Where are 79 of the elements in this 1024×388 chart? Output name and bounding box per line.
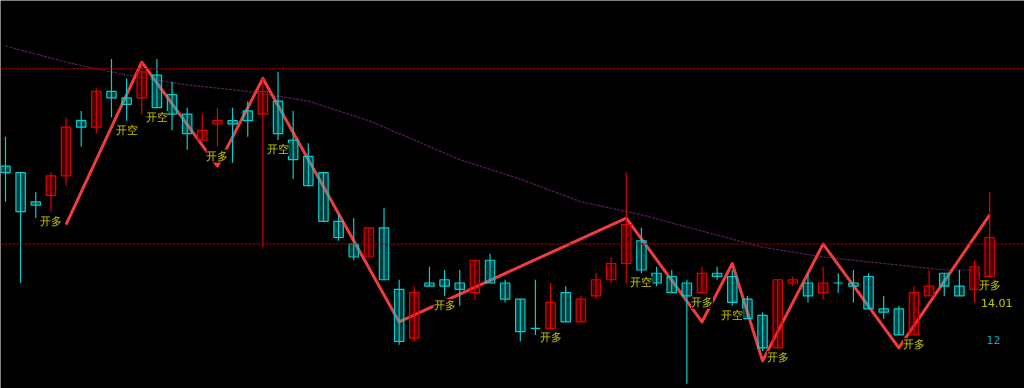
candlestick — [923, 269, 935, 297]
candlestick — [424, 266, 435, 287]
candlestick — [0, 136, 11, 203]
candlestick — [772, 279, 783, 349]
candlestick — [272, 71, 284, 141]
candlestick — [91, 87, 102, 135]
candlestick — [938, 272, 950, 297]
text: 开多 — [690, 295, 713, 309]
text: 开多 — [539, 331, 562, 345]
candlestick — [969, 259, 980, 304]
text: 开空 — [630, 276, 653, 290]
candlestick — [666, 269, 677, 294]
candlestick — [333, 214, 344, 242]
candlestick — [318, 171, 329, 222]
candlestick — [75, 110, 87, 148]
candlestick — [590, 272, 602, 300]
candlestick — [469, 259, 481, 300]
candlestick — [832, 272, 844, 294]
text: 开空 — [115, 123, 138, 137]
candlestick — [393, 279, 405, 346]
candlestick — [136, 61, 148, 115]
candlestick — [348, 217, 360, 261]
candlestick — [363, 227, 375, 258]
text: 开空 — [721, 308, 744, 322]
candlestick — [45, 171, 57, 213]
text: 开空 — [145, 110, 168, 124]
text: 开多 — [766, 350, 789, 364]
text: 开空 — [267, 143, 290, 157]
candlestick — [60, 116, 72, 187]
candlestick — [15, 171, 26, 284]
candlestick — [863, 272, 874, 310]
candlestick — [257, 77, 269, 248]
candlestick — [409, 285, 420, 343]
candlestick — [454, 269, 466, 307]
candlestick — [817, 266, 829, 300]
candlestick — [726, 269, 738, 307]
candlestick — [227, 107, 238, 164]
candlestick — [696, 266, 708, 294]
candlestick — [802, 272, 814, 304]
candlestick — [242, 100, 254, 138]
candlestick — [530, 279, 541, 336]
candlestick — [121, 77, 132, 122]
candlestick — [893, 305, 905, 336]
candlestick — [757, 311, 768, 352]
candlestick — [605, 256, 617, 284]
candlestick — [197, 113, 208, 141]
text: 开多 — [902, 337, 925, 351]
candlestick — [636, 227, 647, 274]
candlestick — [848, 269, 859, 304]
candlestick — [878, 295, 889, 320]
candlestick — [954, 269, 965, 297]
candlestick — [30, 191, 42, 219]
candlestick — [106, 58, 117, 118]
candlestick — [515, 298, 526, 343]
candlestick — [560, 285, 572, 323]
candlestick — [499, 279, 511, 304]
candlestick — [303, 142, 314, 187]
candlestick — [378, 207, 390, 281]
candlestick — [151, 58, 163, 109]
candlestick — [651, 266, 662, 287]
candlestick — [287, 110, 299, 180]
text: 开多 — [978, 279, 1001, 293]
annotation: 14.01 — [981, 296, 1013, 310]
text: 开多 — [433, 298, 456, 312]
candlestick — [212, 107, 223, 148]
candlestick — [545, 282, 556, 330]
annotation: 12 — [986, 333, 1001, 347]
candlestick — [681, 279, 693, 385]
candlestick — [181, 107, 193, 151]
candlestick — [620, 171, 632, 284]
candlestick — [575, 295, 587, 323]
candlestick — [439, 269, 450, 297]
candlestick — [166, 81, 178, 131]
text: 开多 — [39, 214, 62, 228]
candlestick — [484, 253, 496, 284]
candlestick — [908, 285, 920, 336]
candlestick — [742, 295, 753, 320]
candlestick — [984, 191, 995, 278]
text: 开多 — [206, 149, 229, 163]
